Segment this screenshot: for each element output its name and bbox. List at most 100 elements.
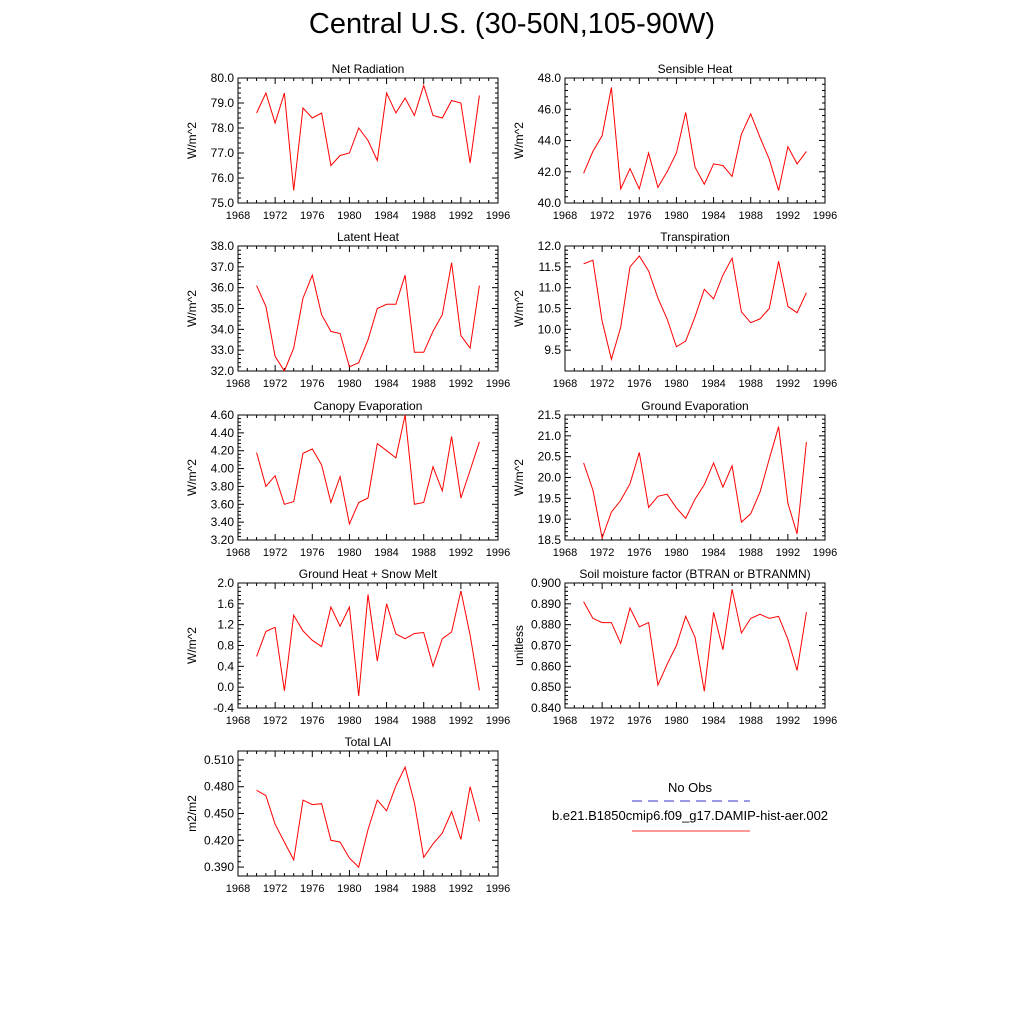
y-tick-label: 4.60 [211,408,235,422]
y-tick-label: 12.0 [538,239,562,253]
x-tick-label: 1980 [337,883,361,895]
y-tick-label: 80.0 [211,71,235,85]
y-tick-label: 0.890 [531,597,561,611]
series-line [256,590,480,697]
x-tick-label: 1972 [263,378,287,390]
y-tick-label: 0.870 [531,639,561,653]
legend-label-model: b.e21.B1850cmip6.f09_g17.DAMIP-hist-aer.… [552,808,828,823]
y-tick-label: 21.0 [538,429,562,443]
series-line [256,414,480,526]
y-tick-label: 0.420 [204,833,234,847]
y-tick-label: 4.00 [211,462,235,476]
y-tick-label: 33.0 [211,343,235,357]
plot-frame [237,414,499,541]
x-tick-label: 1972 [263,883,287,895]
y-tick-label: 0.840 [531,701,561,715]
x-tick-label: 1996 [813,715,837,727]
x-tick-label: 1992 [449,883,473,895]
page-title: Central U.S. (30-50N,105-90W) [308,8,716,40]
x-tick-label: 1992 [449,210,473,222]
panel-title: Canopy Evaporation [314,399,423,413]
x-tick-label: 1984 [374,883,398,895]
panel-title: Net Radiation [332,62,405,76]
y-tick-label: 3.60 [211,497,235,511]
x-tick-label: 1984 [701,378,725,390]
plot-frame [564,77,826,204]
chart-panel-6: Ground Evaporation W/m^2 1968 1972 1976 1980 1… [512,399,837,559]
x-tick-label: 1976 [627,715,651,727]
chart-panel-8: Soil moisture factor (BTRAN or BTRANMN) u… [512,567,837,727]
y-tick-label: 11.0 [539,281,562,295]
plot-frame [237,750,499,877]
chart-panel-9: Total LAI m2/m2 1968 1972 1976 1980 1984 1988 19… [185,735,510,895]
x-tick-label: 1988 [738,715,762,727]
series-line [256,765,480,869]
series-line [256,83,480,191]
x-tick-label: 1988 [411,715,435,727]
chart-panel-5: Canopy Evaporation W/m^2 1968 1972 1976 1980 1… [185,399,510,559]
y-tick-label: 34.0 [211,322,235,336]
x-tick-label: 1972 [263,210,287,222]
x-tick-label: 1972 [590,378,614,390]
x-tick-label: 1992 [776,715,800,727]
x-tick-label: 1992 [449,378,473,390]
x-tick-label: 1996 [486,210,510,222]
x-tick-label: 1992 [776,210,800,222]
y-axis-label: m2/m2 [185,795,199,832]
y-tick-label: 3.40 [211,515,235,529]
x-tick-label: 1976 [300,378,324,390]
y-tick-label: 0.390 [204,860,234,874]
x-tick-label: 1980 [664,715,688,727]
y-tick-label: 10.5 [538,302,562,316]
x-tick-label: 1976 [300,883,324,895]
x-tick-label: 1996 [813,378,837,390]
legend-label-obs: No Obs [668,780,713,795]
y-tick-label: 4.20 [211,444,235,458]
x-tick-label: 1984 [701,547,725,559]
y-tick-label: 3.80 [211,479,235,493]
x-tick-label: 1980 [337,547,361,559]
y-tick-label: 19.0 [538,512,562,526]
y-tick-label: 0.450 [204,807,234,821]
x-tick-label: 1992 [776,378,800,390]
y-tick-label: 9.5 [544,343,561,357]
x-tick-label: 1980 [664,378,688,390]
y-tick-label: 37.0 [211,260,235,274]
series-line [583,589,807,692]
y-axis-label: unitless [512,625,526,666]
plot-frame [564,414,826,541]
x-tick-label: 1968 [553,378,577,390]
x-tick-label: 1980 [664,210,688,222]
x-tick-label: 1968 [226,210,250,222]
x-tick-label: 1984 [701,210,725,222]
y-tick-label: 11.5 [539,260,562,274]
x-tick-label: 1972 [590,210,614,222]
y-tick-label: 3.20 [211,533,235,547]
y-tick-label: 2.0 [217,576,234,590]
panel-title: Ground Heat + Snow Melt [299,567,438,581]
x-tick-label: 1980 [337,715,361,727]
y-tick-label: 18.5 [538,533,562,547]
panel-title: Latent Heat [337,230,400,244]
x-tick-label: 1992 [776,547,800,559]
series-line [583,255,807,362]
x-tick-label: 1968 [226,378,250,390]
x-tick-label: 1976 [300,210,324,222]
y-tick-label: 20.5 [538,450,562,464]
x-tick-label: 1976 [300,715,324,727]
x-tick-label: 1996 [486,547,510,559]
chart-panel-7: Ground Heat + Snow Melt W/m^2 1968 1972 1976… [185,567,510,727]
y-tick-label: 48.0 [538,71,562,85]
plot-frame [237,245,499,372]
y-tick-label: 79.0 [211,96,235,110]
x-tick-label: 1996 [813,210,837,222]
y-tick-label: 38.0 [211,239,235,253]
y-tick-label: 1.6 [217,597,234,611]
x-tick-label: 1984 [374,547,398,559]
y-tick-label: 0.860 [531,659,561,673]
y-tick-label: 44.0 [538,134,562,148]
y-tick-label: 35.0 [211,302,235,316]
x-tick-label: 1984 [374,715,398,727]
x-tick-label: 1980 [664,547,688,559]
